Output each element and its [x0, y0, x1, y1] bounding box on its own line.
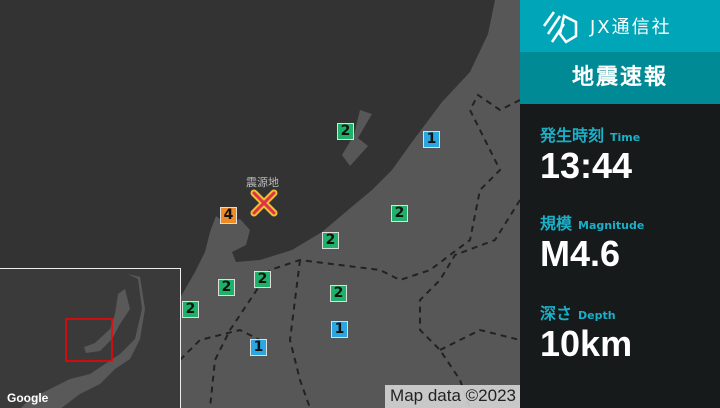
- depth-value: 10km: [540, 323, 633, 364]
- intensity-marker[interactable]: 2: [182, 301, 199, 318]
- brand-name: JX通信社: [590, 17, 672, 38]
- region-box: [65, 318, 113, 362]
- magnitude-section: 規模 Magnitude M4.6: [520, 210, 720, 274]
- intensity-marker[interactable]: 2: [218, 279, 235, 296]
- intensity-marker[interactable]: 1: [250, 339, 267, 356]
- epicenter-x-icon[interactable]: [250, 189, 278, 217]
- map[interactable]: 2 1 4 2 2 2 2 2 2 1 1 震源地 Google Map dat…: [0, 0, 520, 408]
- intensity-marker[interactable]: 1: [423, 131, 440, 148]
- depth-label: 深さ: [540, 304, 573, 323]
- intensity-marker[interactable]: 2: [254, 271, 271, 288]
- depth-section: 深さ Depth 10km: [520, 300, 720, 364]
- info-panel: JX通信社 地震速報 発生時刻 Time 13:44 規模 Magnitude M4…: [520, 0, 720, 408]
- time-value: 13:44: [540, 145, 633, 186]
- depth-sublabel: Depth: [578, 309, 616, 322]
- magnitude-sublabel: Magnitude: [578, 219, 645, 232]
- panel-title: 地震速報: [520, 52, 720, 104]
- map-land: [179, 0, 520, 408]
- overview-inset-map: Google: [0, 268, 181, 408]
- time-section: 発生時刻 Time 13:44: [520, 122, 720, 186]
- inset-land: [21, 274, 145, 408]
- map-attribution[interactable]: Map data ©2023: [385, 385, 520, 408]
- intensity-marker[interactable]: 1: [331, 321, 348, 338]
- magnitude-label: 規模: [540, 214, 573, 233]
- epicenter-label: 震源地: [246, 176, 279, 189]
- time-sublabel: Time: [610, 131, 641, 144]
- brand-header: JX通信社: [520, 0, 720, 52]
- google-logo: Google: [7, 391, 49, 405]
- intensity-marker[interactable]: 2: [322, 232, 339, 249]
- time-label: 発生時刻: [540, 126, 605, 145]
- jx-logo-icon: [542, 11, 578, 44]
- intensity-marker[interactable]: 2: [391, 205, 408, 222]
- magnitude-value: M4.6: [540, 233, 621, 274]
- intensity-marker[interactable]: 4: [220, 207, 237, 224]
- intensity-marker[interactable]: 2: [330, 285, 347, 302]
- intensity-marker[interactable]: 2: [337, 123, 354, 140]
